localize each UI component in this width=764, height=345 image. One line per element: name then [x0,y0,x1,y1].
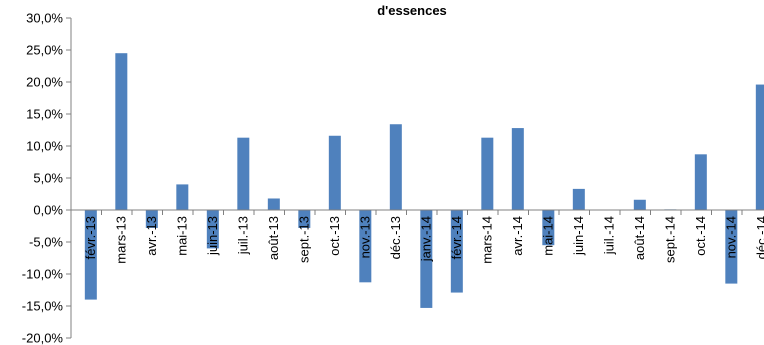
x-tick-label: juin-14 [571,216,586,256]
bar [176,184,189,210]
x-ticks-group [101,210,743,215]
x-tick-label: sept.-14 [662,216,677,263]
bar [572,188,585,210]
x-tick-label: janv.-14 [418,216,433,262]
bar [328,135,341,210]
y-tick-label: 20,0% [26,75,63,90]
bar [511,128,524,210]
x-tick-label: avr.-14 [510,216,525,256]
x-tick-label: mars-13 [113,216,128,264]
y-tick-label: -10,0% [22,267,64,282]
bar [450,210,463,293]
bar [145,210,158,228]
x-tick-label: août-14 [632,216,647,260]
y-tick-label: -20,0% [22,331,64,345]
x-tick-label: oct.-14 [693,216,708,256]
x-tick-label: nov.-14 [723,216,738,258]
y-tick-label: 15,0% [26,107,63,122]
bar [481,137,494,210]
bar [694,154,707,210]
bar [755,84,764,210]
x-tick-label: avr.-13 [144,216,159,256]
x-tick-label: mai-14 [540,216,555,256]
y-ticks-group: -20,0% -15,0% -10,0% -5,0% 0,0% 5,0% 10,0% 15,0… [22,11,71,345]
x-tick-label: juil.-14 [601,216,616,255]
bar [389,124,402,210]
x-tick-label: déc.-13 [388,216,403,259]
x-tick-label: févr.-14 [449,216,464,259]
x-tick-label: août-13 [266,216,281,260]
x-tick-label: juin-13 [205,216,220,256]
bar [206,210,219,249]
y-tick-label: -5,0% [29,235,63,250]
bar [420,210,433,308]
x-tick-label: oct.-13 [327,216,342,256]
bar [633,199,646,210]
x-tick-label: juil.-13 [235,216,250,255]
x-labels-group: févr.-13 mars-13 avr.-13 mai-13 juin-13 juil.… [83,216,764,264]
bar [298,210,311,228]
x-tick-label: mai-13 [174,216,189,256]
bar [542,210,555,246]
y-tick-label: -15,0% [22,299,64,314]
x-tick-label: févr.-13 [83,216,98,259]
x-tick-label: déc.-14 [754,216,764,259]
bar [725,210,738,284]
x-tick-label: mars-14 [479,216,494,264]
bar [237,137,250,210]
chart-title: d'essences [377,3,447,18]
y-tick-label: 25,0% [26,43,63,58]
y-tick-label: 10,0% [26,139,63,154]
bar [115,53,128,211]
x-tick-label: sept.-13 [296,216,311,263]
y-tick-label: 0,0% [33,203,63,218]
x-tick-label: nov.-13 [357,216,372,258]
bar [359,210,372,283]
y-tick-label: 5,0% [33,171,63,186]
bar [84,210,97,300]
bars-group [84,53,764,308]
y-tick-label: 30,0% [26,11,63,26]
bar [267,198,280,210]
